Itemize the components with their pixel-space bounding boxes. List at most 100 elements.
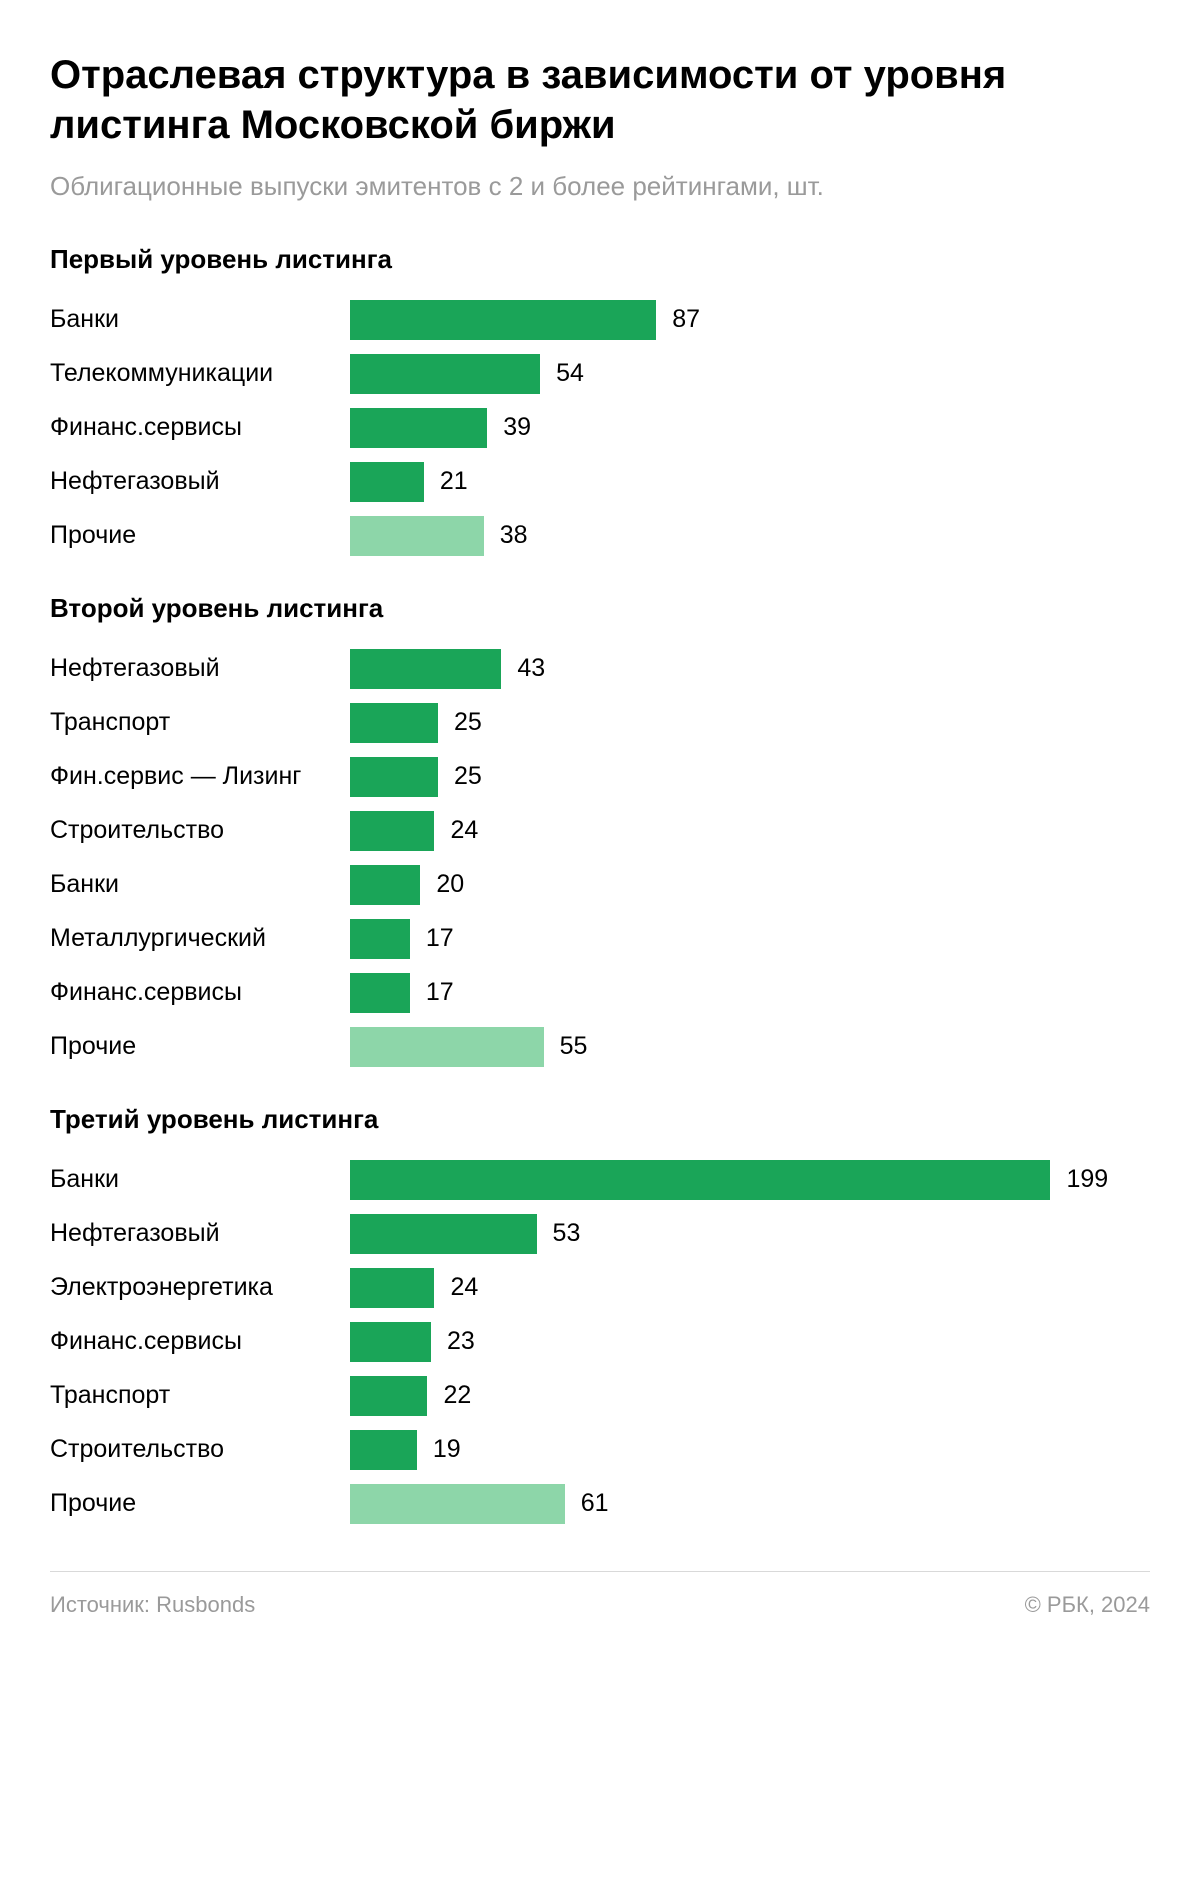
bar — [350, 354, 540, 394]
chart-footer: Источник: Rusbonds © РБК, 2024 — [50, 1592, 1150, 1618]
bar-row: Нефтегазовый 21 — [50, 455, 1150, 509]
chart-container: Отраслевая структура в зависимости от ур… — [0, 0, 1200, 1648]
group-title: Третий уровень листинга — [50, 1104, 1150, 1135]
category-label: Финанс.сервисы — [50, 978, 350, 1007]
bar-area: 199 — [350, 1160, 1150, 1200]
bar-row: Телекоммуникации 54 — [50, 347, 1150, 401]
bar-area: 20 — [350, 865, 1150, 905]
bar-row: Банки 20 — [50, 858, 1150, 912]
category-label: Нефтегазовый — [50, 467, 350, 496]
bar-area: 38 — [350, 516, 1150, 556]
category-label: Электроэнергетика — [50, 1273, 350, 1302]
category-label: Банки — [50, 1165, 350, 1194]
category-label: Фин.сервис — Лизинг — [50, 762, 350, 791]
bar-row: Прочие 61 — [50, 1477, 1150, 1531]
bar-row: Электроэнергетика 24 — [50, 1261, 1150, 1315]
category-label: Прочие — [50, 1032, 350, 1061]
value-label: 17 — [426, 924, 454, 953]
category-label: Нефтегазовый — [50, 1219, 350, 1248]
category-label: Строительство — [50, 816, 350, 845]
bar — [350, 649, 501, 689]
bar — [350, 1268, 434, 1308]
category-label: Строительство — [50, 1435, 350, 1464]
value-label: 199 — [1066, 1165, 1108, 1194]
bar-row: Фин.сервис — Лизинг 25 — [50, 750, 1150, 804]
bar-row: Строительство 19 — [50, 1423, 1150, 1477]
bar-row: Прочие 38 — [50, 509, 1150, 563]
bar-area: 43 — [350, 649, 1150, 689]
bar — [350, 1322, 431, 1362]
bar-area: 17 — [350, 973, 1150, 1013]
value-label: 24 — [450, 816, 478, 845]
bar-area: 19 — [350, 1430, 1150, 1470]
bar-row: Транспорт 25 — [50, 696, 1150, 750]
category-label: Прочие — [50, 1489, 350, 1518]
source-label: Источник: Rusbonds — [50, 1592, 255, 1618]
category-label: Металлургический — [50, 924, 350, 953]
group-title: Второй уровень листинга — [50, 593, 1150, 624]
category-label: Банки — [50, 870, 350, 899]
value-label: 24 — [450, 1273, 478, 1302]
value-label: 17 — [426, 978, 454, 1007]
bar-area: 55 — [350, 1027, 1150, 1067]
footer-divider — [50, 1571, 1150, 1572]
bar-row: Финанс.сервисы23 — [50, 1315, 1150, 1369]
bar-area: 24 — [350, 1268, 1150, 1308]
value-label: 22 — [443, 1381, 471, 1410]
bar-area: 25 — [350, 703, 1150, 743]
bar — [350, 703, 438, 743]
bar — [350, 757, 438, 797]
bar — [350, 462, 424, 502]
value-label: 43 — [517, 654, 545, 683]
bar — [350, 919, 410, 959]
bar — [350, 1376, 427, 1416]
value-label: 53 — [553, 1219, 581, 1248]
category-label: Транспорт — [50, 708, 350, 737]
value-label: 23 — [447, 1327, 475, 1356]
category-label: Телекоммуникации — [50, 359, 350, 388]
chart-title: Отраслевая структура в зависимости от ур… — [50, 50, 1150, 150]
value-label: 38 — [500, 521, 528, 550]
bar-row: Нефтегазовый 53 — [50, 1207, 1150, 1261]
bar-row: Транспорт22 — [50, 1369, 1150, 1423]
bar-area: 25 — [350, 757, 1150, 797]
category-label: Нефтегазовый — [50, 654, 350, 683]
category-label: Банки — [50, 305, 350, 334]
bar-area: 17 — [350, 919, 1150, 959]
value-label: 25 — [454, 762, 482, 791]
bar — [350, 1214, 537, 1254]
value-label: 55 — [560, 1032, 588, 1061]
bar-row: Нефтегазовый 43 — [50, 642, 1150, 696]
bar-area: 39 — [350, 408, 1150, 448]
bar-row: Строительство 24 — [50, 804, 1150, 858]
bar-area: 24 — [350, 811, 1150, 851]
value-label: 21 — [440, 467, 468, 496]
bar-row: Банки 87 — [50, 293, 1150, 347]
value-label: 39 — [503, 413, 531, 442]
value-label: 25 — [454, 708, 482, 737]
bar — [350, 1484, 565, 1524]
category-label: Прочие — [50, 521, 350, 550]
chart-groups: Первый уровень листинга Банки 87 Телекоммун… — [50, 244, 1150, 1531]
value-label: 61 — [581, 1489, 609, 1518]
category-label: Финанс.сервисы — [50, 413, 350, 442]
bar-row: Финанс.сервисы 39 — [50, 401, 1150, 455]
bar — [350, 1430, 417, 1470]
copyright-label: © РБК, 2024 — [1025, 1592, 1150, 1618]
bar-area: 23 — [350, 1322, 1150, 1362]
group-title: Первый уровень листинга — [50, 244, 1150, 275]
bar-row: Прочие 55 — [50, 1020, 1150, 1074]
chart-subtitle: Облигационные выпуски эмитентов с 2 и бо… — [50, 170, 1150, 204]
bar — [350, 973, 410, 1013]
bar — [350, 516, 484, 556]
bar-area: 22 — [350, 1376, 1150, 1416]
bar — [350, 408, 487, 448]
bar-row: Банки 199 — [50, 1153, 1150, 1207]
value-label: 87 — [672, 305, 700, 334]
value-label: 20 — [436, 870, 464, 899]
bar-area: 87 — [350, 300, 1150, 340]
value-label: 19 — [433, 1435, 461, 1464]
bar-row: Металлургический 17 — [50, 912, 1150, 966]
bar — [350, 865, 420, 905]
value-label: 54 — [556, 359, 584, 388]
